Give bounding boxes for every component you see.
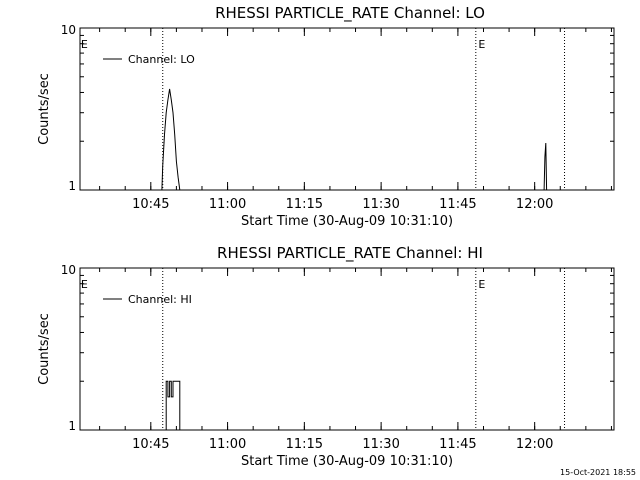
panel-lo: RHESSI PARTICLE_RATE Channel: LO 10 1 Co… — [37, 4, 615, 229]
footer-timestamp: 15-Oct-2021 18:55 — [560, 468, 636, 477]
chart-title: RHESSI PARTICLE_RATE Channel: HI — [217, 244, 483, 263]
event-flag: E — [81, 278, 88, 291]
x-tick-label: 11:45 — [439, 437, 476, 452]
x-tick-label: 12:00 — [516, 197, 553, 212]
event-lines — [162, 28, 566, 190]
panel-hi: RHESSI PARTICLE_RATE Channel: HI 10 1 Co… — [37, 244, 615, 469]
y-tick-label: 10 — [61, 23, 76, 37]
chart-title: RHESSI PARTICLE_RATE Channel: LO — [215, 4, 485, 23]
x-tick-label: 10:45 — [132, 437, 169, 452]
series-line — [164, 380, 181, 431]
data-series — [161, 88, 548, 191]
x-ticks: 10:45 11:00 11:15 11:30 11:45 12:00 — [80, 268, 614, 452]
series-line — [161, 88, 181, 191]
x-tick-label: 11:15 — [286, 197, 323, 212]
x-tick-label: 11:45 — [439, 197, 476, 212]
x-tick-label: 11:30 — [362, 197, 399, 212]
y-axis-label: Counts/sec — [37, 73, 52, 145]
event-flag: E — [478, 278, 485, 291]
event-flag: E — [81, 38, 88, 51]
x-tick-label: 11:00 — [209, 197, 246, 212]
x-tick-label: 11:00 — [209, 437, 246, 452]
x-tick-label: 12:00 — [516, 437, 553, 452]
data-series — [164, 380, 181, 431]
y-tick-label: 1 — [68, 419, 76, 433]
x-tick-label: 10:45 — [132, 197, 169, 212]
event-flag: E — [478, 38, 485, 51]
legend-label: Channel: HI — [128, 293, 192, 306]
plot-frame — [79, 267, 615, 431]
y-tick-label: 1 — [68, 179, 76, 193]
plot-frame — [79, 27, 615, 191]
x-ticks: 10:45 11:00 11:15 11:30 11:45 12:00 — [80, 28, 614, 212]
x-axis-label: Start Time (30-Aug-09 10:31:10) — [241, 454, 453, 469]
series-line — [543, 142, 548, 191]
x-tick-label: 11:30 — [362, 437, 399, 452]
x-axis-label: Start Time (30-Aug-09 10:31:10) — [241, 214, 453, 229]
y-tick-label: 10 — [61, 263, 76, 277]
y-axis-label: Counts/sec — [37, 313, 52, 385]
x-tick-label: 11:15 — [286, 437, 323, 452]
event-lines — [162, 268, 566, 430]
legend-label: Channel: LO — [128, 53, 195, 66]
